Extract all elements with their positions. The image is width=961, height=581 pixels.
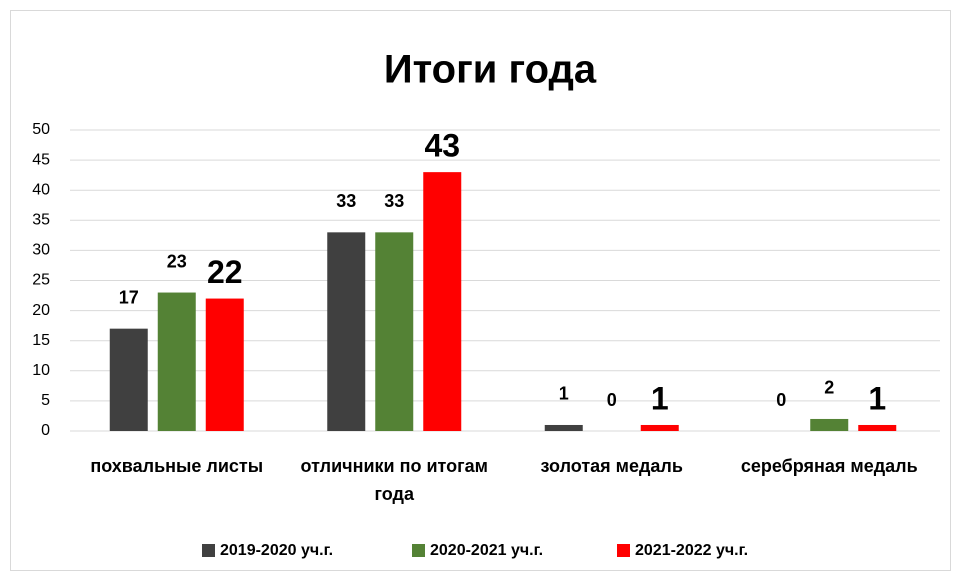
data-label: 2 [824,378,834,398]
legend-swatch [202,544,215,557]
legend-label: 2020-2021 уч.г. [430,542,543,559]
y-tick-label: 35 [32,212,50,229]
x-tick-label: золотая медаль [540,456,683,476]
x-tick-label: отличники по итогам года [300,456,488,504]
data-label: 1 [868,380,886,416]
legend-swatch [412,544,425,557]
y-tick-label: 50 [32,121,50,138]
data-label: 1 [559,384,569,404]
bar [109,328,148,431]
legend-label: 2021-2022 уч.г. [635,542,748,559]
data-label: 22 [207,254,243,290]
x-tick-label: похвальные листы [90,456,264,476]
data-label: 1 [651,380,669,416]
legend-label: 2019-2020 уч.г. [220,542,333,559]
data-label: 43 [424,128,460,164]
bar [423,172,462,431]
y-tick-label: 10 [32,362,50,379]
data-label: 23 [167,251,187,271]
bar [205,298,244,431]
y-tick-label: 20 [32,302,50,319]
bar [544,424,583,431]
data-label: 33 [336,191,356,211]
y-tick-label: 5 [41,392,50,409]
y-tick-label: 40 [32,181,50,198]
y-tick-label: 25 [32,272,50,289]
chart-title: Итоги года [384,48,597,92]
y-tick-label: 45 [32,151,50,168]
y-tick-label: 0 [41,422,50,439]
data-label: 0 [607,390,617,410]
bar [640,424,679,431]
data-label: 33 [384,191,404,211]
bar [858,424,897,431]
chart-frame [10,10,951,571]
bar [375,232,414,431]
y-tick-label: 30 [32,242,50,259]
data-label: 0 [776,390,786,410]
y-tick-label: 15 [32,332,50,349]
bar [327,232,366,431]
bar [157,292,196,431]
bar [810,418,849,431]
data-label: 17 [119,287,139,307]
legend-swatch [617,544,630,557]
x-tick-label: серебряная медаль [740,456,918,476]
